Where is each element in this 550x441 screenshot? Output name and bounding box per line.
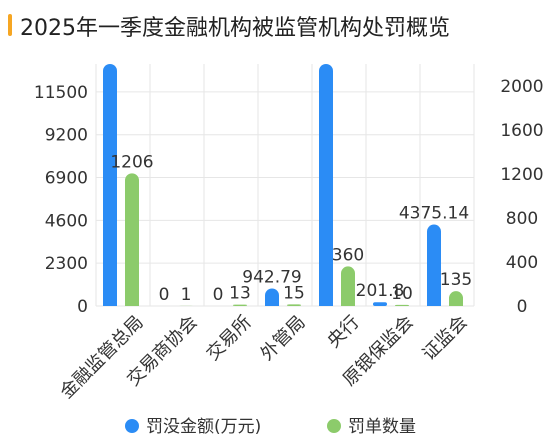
data-label-count-2: 13	[229, 284, 251, 304]
data-label-amount-1: 0	[159, 285, 170, 305]
bar-amount-0	[103, 64, 117, 306]
bar-count-5	[395, 304, 409, 306]
y-left-tick-label: 11500	[34, 83, 88, 103]
y-right-tick-label: 2000	[500, 77, 543, 97]
bar-count-base-6	[449, 299, 463, 306]
y-left-tick-label: 9200	[45, 126, 88, 146]
data-label-count-6: 135	[440, 270, 472, 290]
bar-count-base-4	[341, 299, 355, 306]
data-label-count-5: 10	[391, 284, 413, 304]
legend-label-amount: 罚没金额(万元)	[146, 417, 261, 437]
x-category-label-3: 外管局	[257, 312, 310, 365]
data-label-count-3: 15	[283, 283, 305, 303]
y-right-tick-label: 1200	[500, 165, 543, 185]
y-left-tick-label: 4600	[45, 211, 88, 231]
bar-count-base-0	[125, 299, 139, 306]
bar-count-3	[287, 304, 301, 306]
bar-amount-5	[373, 302, 387, 306]
bar-amount-base-4	[319, 299, 333, 306]
y-left-tick-label: 0	[77, 297, 88, 317]
x-category-label-4: 央行	[323, 312, 363, 352]
legend-swatch-amount	[125, 419, 139, 433]
legend-swatch-count	[327, 419, 341, 433]
y-left-tick-label: 6900	[45, 169, 88, 189]
data-label-count-4: 360	[332, 245, 364, 265]
bar-count-4	[341, 266, 355, 306]
y-right-tick-label: 0	[517, 297, 528, 317]
y-right-tick-label: 400	[506, 253, 538, 273]
data-label-amount-3: 942.79	[242, 267, 301, 287]
y-right-tick-label: 1600	[500, 121, 543, 141]
bar-amount-base-0	[103, 299, 117, 306]
x-category-label-2: 交易所	[203, 312, 256, 365]
chart-title: 2025年一季度金融机构被监管机构处罚概览	[20, 16, 450, 41]
data-label-amount-6: 4375.14	[399, 204, 469, 224]
bar-amount-4	[319, 64, 333, 306]
legend-label-count: 罚单数量	[348, 417, 416, 437]
x-category-label-6: 证监会	[419, 312, 472, 365]
bar-count-2	[233, 304, 247, 306]
data-label-amount-5: 201.8	[356, 281, 405, 301]
title-accent-bar	[8, 14, 12, 36]
data-label-count-1: 1	[181, 285, 192, 305]
bar-amount-base-3	[265, 299, 279, 306]
bar-count-0	[125, 173, 139, 306]
y-left-tick-label: 2300	[45, 254, 88, 274]
y-right-tick-label: 800	[506, 209, 538, 229]
x-category-label-0: 金融监管总局	[56, 312, 147, 403]
bar-amount-6	[427, 224, 441, 306]
data-label-count-0: 1206	[110, 152, 153, 172]
data-label-amount-2: 0	[213, 285, 224, 305]
bar-amount-base-6	[427, 299, 441, 306]
